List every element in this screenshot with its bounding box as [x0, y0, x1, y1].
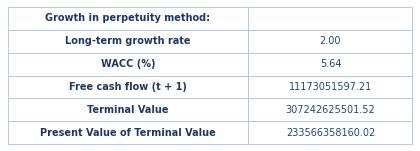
Text: 307242625501.52: 307242625501.52	[286, 105, 375, 115]
Bar	[8, 7, 249, 30]
Text: Growth in perpetuity method:: Growth in perpetuity method:	[45, 13, 210, 23]
Text: 11173051597.21: 11173051597.21	[289, 82, 372, 92]
Bar	[8, 53, 249, 76]
Text: 2.00: 2.00	[320, 36, 341, 46]
Bar	[249, 98, 412, 121]
Bar	[8, 98, 249, 121]
Bar	[249, 76, 412, 98]
Bar	[249, 7, 412, 30]
Bar	[8, 76, 249, 98]
Text: Free cash flow (t + 1): Free cash flow (t + 1)	[69, 82, 187, 92]
Text: 233566358160.02: 233566358160.02	[286, 128, 375, 138]
Bar	[8, 30, 249, 53]
Text: Present Value of Terminal Value: Present Value of Terminal Value	[40, 128, 216, 138]
Text: 5.64: 5.64	[320, 59, 341, 69]
Bar	[249, 121, 412, 144]
Bar	[8, 121, 249, 144]
Bar	[249, 53, 412, 76]
Text: Long-term growth rate: Long-term growth rate	[65, 36, 191, 46]
Bar	[249, 30, 412, 53]
Text: Terminal Value: Terminal Value	[87, 105, 169, 115]
Text: WACC (%): WACC (%)	[101, 59, 155, 69]
